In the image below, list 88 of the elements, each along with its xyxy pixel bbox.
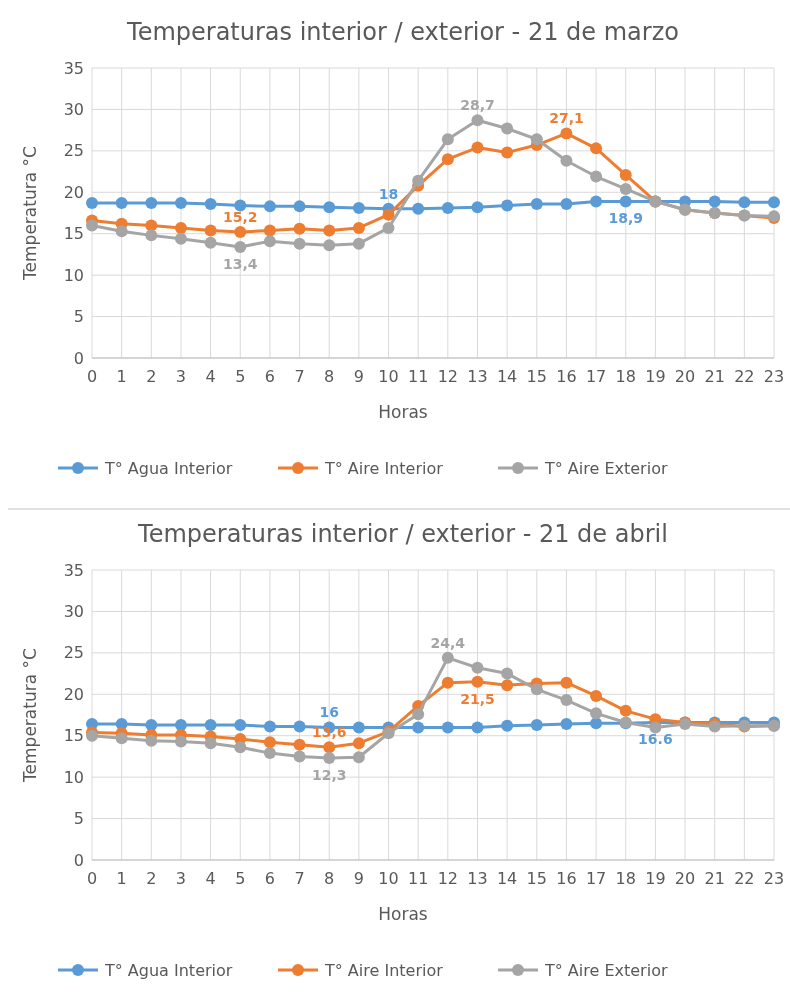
x-tick-label: 4	[205, 869, 216, 888]
data-label: 28,7	[460, 97, 495, 114]
legend-label: T° Aire Interior	[324, 458, 444, 478]
y-tick-label: 20	[63, 182, 84, 202]
y-tick-label: 0	[73, 850, 84, 870]
x-tick-label: 3	[175, 367, 187, 386]
data-label: 12,3	[311, 767, 347, 784]
y-tick-label: 5	[73, 809, 84, 829]
x-tick-label: 11	[407, 367, 429, 386]
legend-label: T° Aire Exterior	[544, 458, 668, 478]
data-label: 21,5	[460, 690, 495, 707]
x-tick-label: 5	[235, 367, 246, 386]
data-label: 16.6	[638, 731, 673, 748]
x-tick-label: 14	[496, 869, 518, 888]
chart-title: Temperaturas interior / exterior - 21 de marzo	[126, 18, 679, 46]
data-label: 16	[319, 704, 339, 721]
x-tick-label: 11	[407, 869, 429, 888]
legend-label: T° Aire Exterior	[544, 960, 668, 980]
x-tick-label: 15	[526, 869, 547, 888]
x-tick-label: 8	[324, 869, 335, 888]
x-axis-title: Horas	[378, 402, 428, 422]
x-tick-label: 17	[585, 367, 607, 386]
x-tick-label: 12	[437, 367, 459, 386]
x-tick-label: 16	[556, 869, 577, 888]
x-tick-label: 23	[763, 367, 785, 386]
data-label: 27,1	[549, 110, 584, 127]
y-tick-label: 10	[63, 265, 84, 285]
y-tick-label: 10	[63, 767, 84, 787]
y-tick-label: 30	[63, 100, 84, 120]
y-tick-label: 5	[73, 307, 84, 327]
y-tick-label: 35	[63, 58, 84, 78]
legend-label: T° Aire Interior	[324, 960, 444, 980]
x-tick-label: 6	[264, 869, 276, 888]
chart-title: Temperaturas interior / exterior - 21 de abril	[137, 520, 668, 548]
data-label: 13,6	[311, 724, 347, 741]
x-tick-label: 13	[467, 869, 488, 888]
x-tick-label: 20	[674, 367, 696, 386]
x-tick-label: 4	[205, 367, 216, 386]
y-tick-label: 30	[63, 602, 84, 622]
x-tick-label: 18	[615, 869, 636, 888]
x-tick-label: 7	[294, 869, 305, 888]
legend-label: T° Agua Interior	[104, 960, 233, 980]
data-label: 24,4	[430, 634, 466, 651]
y-tick-label: 15	[63, 726, 84, 746]
y-axis-title: Temperatura °C	[20, 146, 40, 281]
x-tick-label: 22	[734, 367, 755, 386]
y-tick-label: 25	[63, 643, 84, 663]
x-tick-label: 1	[116, 367, 127, 386]
data-label: 18,9	[608, 210, 644, 227]
x-axis-title: Horas	[378, 904, 428, 924]
x-tick-label: 9	[353, 367, 364, 386]
x-tick-label: 3	[175, 869, 187, 888]
x-tick-label: 21	[704, 367, 725, 386]
x-tick-label: 17	[585, 869, 607, 888]
x-tick-label: 22	[734, 869, 755, 888]
x-tick-label: 13	[467, 367, 488, 386]
x-tick-label: 7	[294, 367, 305, 386]
x-tick-label: 0	[86, 869, 98, 888]
y-tick-label: 0	[73, 348, 84, 368]
x-tick-label: 2	[146, 869, 157, 888]
y-axis-title: Temperatura °C	[20, 648, 40, 783]
x-tick-label: 16	[556, 367, 577, 386]
x-tick-label: 10	[378, 367, 399, 386]
data-label: 15,2	[222, 209, 258, 226]
y-tick-label: 25	[63, 141, 84, 161]
y-tick-label: 15	[63, 224, 84, 244]
x-tick-label: 14	[496, 367, 518, 386]
x-tick-label: 10	[378, 869, 399, 888]
x-tick-label: 21	[704, 869, 725, 888]
x-tick-label: 1	[116, 869, 127, 888]
x-tick-label: 5	[235, 869, 246, 888]
y-tick-label: 20	[63, 684, 84, 704]
x-tick-label: 18	[615, 367, 636, 386]
data-label: 18	[378, 185, 399, 202]
x-tick-label: 19	[645, 367, 666, 386]
x-tick-label: 2	[146, 367, 157, 386]
data-label: 13,4	[222, 255, 258, 272]
y-tick-label: 35	[63, 560, 84, 580]
x-tick-label: 0	[86, 367, 98, 386]
x-tick-label: 15	[526, 367, 547, 386]
x-tick-label: 9	[353, 869, 364, 888]
x-tick-label: 6	[264, 367, 276, 386]
x-tick-label: 12	[437, 869, 459, 888]
legend-label: T° Agua Interior	[104, 458, 233, 478]
x-tick-label: 20	[674, 869, 696, 888]
x-tick-label: 23	[763, 869, 785, 888]
x-tick-label: 8	[324, 367, 335, 386]
x-tick-label: 19	[645, 869, 666, 888]
